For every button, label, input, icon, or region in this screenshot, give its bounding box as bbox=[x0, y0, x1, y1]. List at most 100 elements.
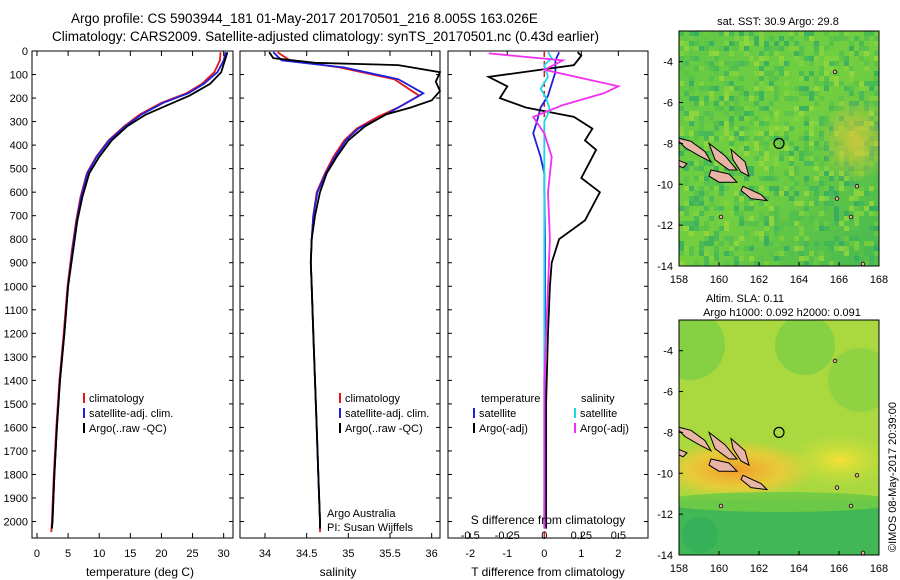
lat-tick-label: -4 bbox=[663, 57, 673, 69]
lon-tick-label: 166 bbox=[830, 274, 848, 286]
x-tick-label: 20 bbox=[155, 548, 167, 560]
island-shape bbox=[708, 169, 739, 183]
islet-shape bbox=[832, 69, 838, 75]
lon-tick-label: 164 bbox=[790, 274, 808, 286]
island-shape bbox=[740, 474, 769, 491]
x-tick-label: 0 bbox=[34, 548, 40, 560]
sla-map-image bbox=[679, 320, 879, 555]
legend-satellite: satellite-adj. clim. bbox=[89, 408, 173, 420]
sst-map-frame bbox=[678, 30, 880, 267]
x-tick-label: 36 bbox=[426, 548, 438, 560]
islet-shape bbox=[679, 368, 680, 370]
lat-tick-label: -14 bbox=[657, 550, 673, 562]
lat-tick-label: -8 bbox=[663, 138, 673, 150]
temperature-axis-label: temperature (deg C) bbox=[86, 565, 194, 579]
x-tick-label: 0 bbox=[541, 548, 547, 560]
islet-shape bbox=[834, 485, 840, 490]
x-tick-label: 35 bbox=[342, 548, 354, 560]
lon-tick-label: 168 bbox=[870, 274, 888, 286]
imos-credit: ©IMOS 08-May-2017 20:39:00 bbox=[887, 402, 899, 552]
island-shape bbox=[708, 458, 739, 472]
lon-tick-label: 160 bbox=[710, 563, 728, 575]
depth-tick-label: 1200 bbox=[4, 328, 28, 340]
salinity-axis-label: salinity bbox=[320, 565, 357, 579]
depth-tick-label: 1900 bbox=[4, 493, 28, 505]
sla-map-title-2: Argo h1000: 0.092 h2000: 0.091 bbox=[703, 307, 861, 319]
islet-shape bbox=[718, 214, 724, 220]
lon-tick-label: 158 bbox=[670, 563, 688, 575]
island-shape bbox=[679, 159, 688, 169]
legend-salinity-head: salinity bbox=[581, 393, 615, 405]
x-tick-label: 2 bbox=[615, 548, 621, 560]
depth-tick-label: 100 bbox=[10, 70, 28, 82]
depth-tick-label: 200 bbox=[10, 93, 28, 105]
depth-tick-label: 1600 bbox=[4, 422, 28, 434]
x-tick-label: -1 bbox=[502, 548, 512, 560]
series-line-temperature-argo-adj- bbox=[485, 51, 602, 529]
islet-shape bbox=[834, 196, 840, 201]
depth-tick-label: 2000 bbox=[4, 517, 28, 529]
difference-legend: temperature salinity satellite Argo(-adj… bbox=[473, 393, 629, 435]
lat-tick-label: -6 bbox=[663, 98, 673, 110]
legend-sal-argo: Argo(-adj) bbox=[580, 423, 629, 435]
t-difference-axis-label: T difference from climatology bbox=[471, 565, 625, 579]
lat-tick-label: -10 bbox=[657, 468, 673, 480]
depth-tick-label: 900 bbox=[10, 258, 28, 270]
islet-shape bbox=[854, 473, 860, 478]
islet-shape bbox=[860, 550, 866, 555]
depth-tick-label: 1100 bbox=[4, 305, 28, 317]
sst-map-image bbox=[679, 31, 879, 266]
lon-tick-label: 166 bbox=[830, 563, 848, 575]
x-tick-label: 5 bbox=[65, 548, 71, 560]
depth-tick-label: 1400 bbox=[4, 375, 28, 387]
temperature-plot-frame bbox=[31, 50, 234, 539]
depth-tick-label: 400 bbox=[10, 140, 28, 152]
lon-tick-label: 158 bbox=[670, 274, 688, 286]
x-tick-label: 35.5 bbox=[379, 548, 400, 560]
argo-position-marker bbox=[773, 137, 785, 149]
lon-tick-label: 162 bbox=[750, 563, 768, 575]
lon-tick-label: 162 bbox=[750, 274, 768, 286]
lon-tick-label: 160 bbox=[710, 274, 728, 286]
credit-line-1: Argo Australia bbox=[327, 508, 396, 520]
island-shape bbox=[707, 141, 739, 171]
series-line-satellite-adj-clim- bbox=[51, 52, 227, 528]
legend-climatology: climatology bbox=[89, 393, 145, 405]
lat-tick-label: -14 bbox=[657, 261, 673, 273]
sla-map-frame bbox=[678, 319, 880, 556]
sst-map-title: sat. SST: 30.9 Argo: 29.8 bbox=[717, 16, 839, 28]
depth-tick-label: 700 bbox=[10, 211, 28, 223]
islet-shape bbox=[848, 503, 854, 509]
depth-tick-label: 1700 bbox=[4, 446, 28, 458]
x-tick-label: 10 bbox=[93, 548, 105, 560]
island-shape bbox=[679, 448, 688, 458]
island-shape bbox=[679, 426, 713, 453]
island-shape bbox=[707, 430, 739, 460]
series-line-climatology bbox=[50, 52, 222, 533]
legend-temp-satellite: satellite bbox=[479, 408, 516, 420]
salinity-plot-frame bbox=[239, 50, 441, 539]
lat-tick-label: -12 bbox=[657, 509, 673, 521]
island-shape bbox=[740, 185, 769, 202]
difference-plot-frame bbox=[447, 50, 649, 539]
series-line-argo-raw-qc- bbox=[51, 51, 229, 529]
credit-line-2: PI: Susan Wijffels bbox=[327, 522, 413, 534]
s-tick-label: 0.25 bbox=[571, 530, 592, 542]
depth-tick-label: 1500 bbox=[4, 399, 28, 411]
s-tick-label: -0.25 bbox=[495, 530, 520, 542]
sla-map-title-1: Altim. SLA: 0.11 bbox=[706, 293, 784, 305]
legend-climatology-2: climatology bbox=[345, 393, 401, 405]
legend-argo: Argo(..raw -QC) bbox=[89, 423, 167, 435]
lon-tick-label: 164 bbox=[790, 563, 808, 575]
depth-tick-label: 800 bbox=[10, 234, 28, 246]
depth-tick-label: 300 bbox=[10, 117, 28, 129]
x-tick-label: 15 bbox=[124, 548, 136, 560]
islet-shape bbox=[718, 503, 724, 509]
legend-argo-2: Argo(..raw -QC) bbox=[345, 423, 423, 435]
depth-tick-label: 1300 bbox=[4, 352, 28, 364]
title-line-2: Climatology: CARS2009. Satellite-adjuste… bbox=[52, 29, 600, 44]
island-shape bbox=[679, 137, 713, 164]
s-tick-label: 0.5 bbox=[611, 530, 626, 542]
legend-temperature-head: temperature bbox=[481, 393, 540, 405]
